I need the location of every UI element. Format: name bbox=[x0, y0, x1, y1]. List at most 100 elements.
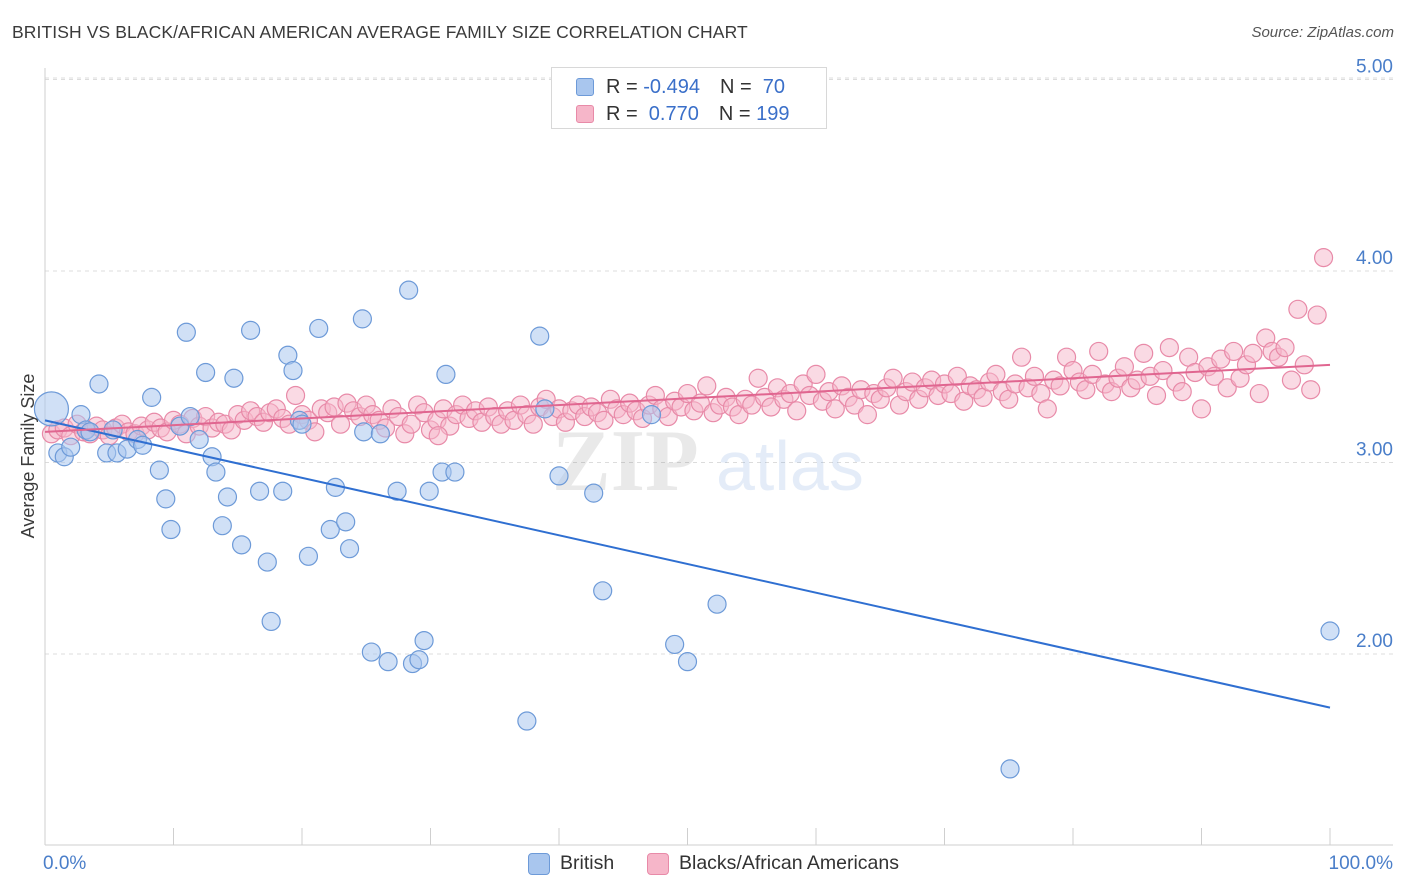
data-point-black bbox=[1191, 399, 1212, 419]
data-point-british bbox=[378, 652, 398, 672]
data-point-black bbox=[1249, 383, 1269, 404]
data-point-british bbox=[387, 481, 407, 501]
correlation-legend: R = -0.494 N = 70 R = 0.770 N = 199 bbox=[551, 67, 827, 129]
axes bbox=[44, 68, 1393, 846]
data-point-black bbox=[523, 414, 543, 434]
data-point-black bbox=[1082, 364, 1102, 385]
legend-item-black[interactable]: Blacks/African Americans bbox=[647, 852, 899, 875]
data-point-black bbox=[857, 405, 878, 425]
data-point-black bbox=[1294, 355, 1314, 375]
legend-label-british: British bbox=[560, 852, 615, 874]
data-point-black bbox=[1114, 357, 1135, 377]
data-point-british bbox=[641, 405, 662, 425]
legend-item-british[interactable]: British bbox=[528, 852, 614, 875]
legend-swatch-british bbox=[576, 78, 594, 96]
y-tick-label: 5.00 bbox=[1356, 57, 1393, 78]
series-black-points bbox=[41, 247, 1334, 446]
data-point-british bbox=[530, 326, 550, 346]
data-point-british bbox=[212, 516, 232, 536]
data-point-british bbox=[593, 581, 613, 601]
legend-row-british: R = -0.494 N = 70 bbox=[576, 75, 785, 99]
data-point-british bbox=[241, 320, 261, 340]
data-point-british bbox=[409, 650, 429, 670]
data-point-british bbox=[206, 462, 226, 482]
data-point-british bbox=[176, 322, 196, 342]
data-point-british bbox=[33, 391, 70, 427]
data-point-british bbox=[677, 652, 698, 672]
series-legend: British Blacks/African Americans bbox=[0, 852, 1406, 878]
legend-r-label: R = bbox=[606, 75, 644, 98]
x-tick-label: 100.0% bbox=[1329, 853, 1394, 874]
data-point-british bbox=[133, 435, 153, 455]
data-point-black bbox=[806, 364, 826, 385]
data-point-british bbox=[352, 309, 372, 329]
data-point-black bbox=[1307, 305, 1327, 325]
watermark-atlas: atlas bbox=[716, 427, 864, 505]
data-point-black bbox=[1313, 247, 1334, 268]
data-point-british bbox=[419, 481, 439, 501]
y-tick-label: 2.00 bbox=[1356, 631, 1393, 652]
data-point-british bbox=[1000, 759, 1020, 779]
data-point-british bbox=[354, 422, 374, 442]
data-point-british bbox=[336, 512, 356, 532]
trend-line-british bbox=[44, 419, 1331, 709]
data-point-british bbox=[517, 711, 537, 731]
data-point-british bbox=[257, 552, 277, 572]
chart-title: BRITISH VS BLACK/AFRICAN AMERICAN AVERAG… bbox=[12, 22, 748, 42]
data-point-black bbox=[787, 401, 807, 421]
data-point-british bbox=[249, 481, 270, 501]
legend-n-label: N = bbox=[718, 102, 757, 125]
data-point-british bbox=[298, 546, 319, 566]
data-point-black bbox=[1288, 299, 1308, 319]
data-point-british bbox=[273, 481, 293, 501]
data-point-british bbox=[436, 364, 456, 385]
data-point-british bbox=[339, 539, 360, 559]
data-point-black bbox=[1153, 360, 1173, 381]
data-point-british bbox=[224, 368, 244, 388]
data-point-black bbox=[1037, 399, 1057, 419]
data-point-black bbox=[1275, 338, 1295, 358]
data-point-british bbox=[232, 535, 252, 555]
trend-lines bbox=[44, 363, 1331, 709]
data-point-black bbox=[1089, 341, 1109, 362]
y-axis-label: Average Family Size bbox=[18, 374, 38, 539]
data-point-british bbox=[707, 594, 727, 614]
data-point-black bbox=[1050, 376, 1070, 396]
data-point-black bbox=[947, 366, 967, 386]
legend-swatch-black bbox=[576, 105, 594, 123]
data-point-black bbox=[330, 414, 351, 434]
data-point-black bbox=[1243, 343, 1263, 363]
legend-label-black: Blacks/African Americans bbox=[679, 852, 899, 874]
data-point-british bbox=[217, 487, 238, 507]
y-tick-label: 4.00 bbox=[1356, 248, 1393, 269]
data-point-black bbox=[1281, 370, 1302, 390]
legend-swatch-black bbox=[647, 852, 669, 875]
source-label: Source: ZipAtlas.com bbox=[1251, 24, 1394, 41]
data-point-british bbox=[261, 611, 281, 632]
data-point-black bbox=[1024, 366, 1045, 386]
data-point-british bbox=[89, 374, 109, 394]
data-point-british bbox=[414, 630, 434, 651]
legend-n-value-british: 70 bbox=[757, 75, 786, 98]
data-point-british bbox=[549, 466, 569, 486]
data-point-british bbox=[161, 519, 181, 540]
legend-swatch-british bbox=[528, 852, 550, 875]
trend-line-black bbox=[44, 363, 1331, 433]
data-point-black bbox=[285, 385, 306, 406]
data-point-british bbox=[370, 424, 390, 444]
series-british-points bbox=[33, 280, 1340, 779]
data-point-british bbox=[535, 399, 555, 419]
data-point-black bbox=[883, 368, 903, 388]
data-point-black bbox=[1301, 380, 1321, 400]
data-point-black bbox=[1146, 385, 1167, 406]
data-point-black bbox=[1134, 343, 1154, 363]
data-point-black bbox=[697, 376, 717, 396]
data-point-british bbox=[445, 462, 465, 482]
legend-n-value-black: 199 bbox=[756, 102, 790, 125]
tick-labels: 2.00 3.00 4.00 5.00 0.0% 100.0% bbox=[43, 57, 1393, 875]
data-point-british bbox=[361, 642, 381, 662]
data-point-british bbox=[665, 634, 685, 655]
data-point-british bbox=[309, 318, 329, 339]
data-point-british bbox=[320, 519, 340, 540]
